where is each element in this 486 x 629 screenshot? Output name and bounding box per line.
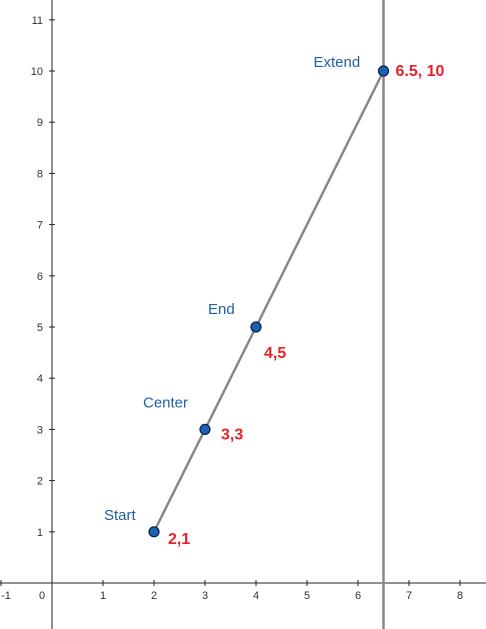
y-tick-label: 9 <box>37 117 43 129</box>
x-tick-label: 1 <box>100 590 106 602</box>
x-tick-label: 3 <box>202 590 208 602</box>
y-tick-label: 3 <box>37 424 43 436</box>
point-coord-end: 4,5 <box>264 345 286 362</box>
x-tick-label: 6 <box>355 590 361 602</box>
y-tick-label: 11 <box>32 15 43 27</box>
segment-line <box>152 69 385 534</box>
axis-ticks: -1 0 1 2 3 4 5 6 7 8 1 2 3 4 5 6 7 8 9 10 11 <box>0 15 463 602</box>
point-name-start: Start <box>104 507 137 524</box>
y-tick-label: 4 <box>37 373 43 385</box>
point-start[interactable] <box>148 526 160 538</box>
point-coord-center: 3,3 <box>221 426 243 443</box>
y-tick-label: 7 <box>37 220 43 232</box>
x-tick-label: 4 <box>253 590 259 602</box>
x-tick-label: 2 <box>151 590 157 602</box>
x-tick-label: -1 <box>1 590 11 602</box>
y-tick-label: 2 <box>37 476 43 488</box>
y-tick-label: 8 <box>37 168 43 180</box>
point-coord-extend: 6.5, 10 <box>396 63 445 80</box>
point-name-extend: Extend <box>314 54 361 71</box>
plot-points: Start 2,1 Center 3,3 End 4,5 Extend 6.5, 10 <box>104 54 445 548</box>
point-name-center: Center <box>143 394 188 411</box>
y-tick-label: 10 <box>31 66 43 78</box>
plot-lines <box>152 0 385 629</box>
point-extend[interactable] <box>377 65 390 77</box>
point-coord-start: 2,1 <box>168 531 190 548</box>
point-center[interactable] <box>199 423 211 435</box>
x-tick-label: 7 <box>406 590 412 602</box>
x-tick-label: 5 <box>304 590 310 602</box>
x-tick-label: 0 <box>39 590 45 602</box>
y-tick-label: 5 <box>37 322 43 334</box>
y-tick-label: 1 <box>37 527 43 539</box>
point-end[interactable] <box>250 321 262 333</box>
point-name-end: End <box>208 301 235 318</box>
x-tick-label: 8 <box>457 590 463 602</box>
y-tick-label: 6 <box>37 271 43 283</box>
